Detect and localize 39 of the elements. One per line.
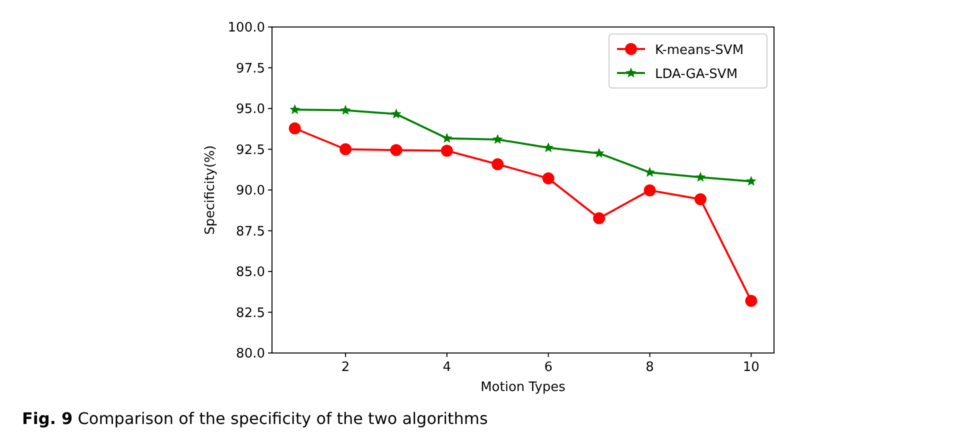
point xyxy=(442,132,452,143)
point xyxy=(593,212,606,224)
point xyxy=(440,144,453,157)
y-tick-label: 100.0 xyxy=(228,20,265,36)
point xyxy=(391,108,402,118)
y-tick-label: 82.5 xyxy=(236,306,265,321)
x-tick-label: 4 xyxy=(442,360,452,375)
point xyxy=(746,176,756,186)
x-tick-label: 6 xyxy=(544,360,552,375)
point xyxy=(695,172,706,182)
x-tick-label: 10 xyxy=(742,360,760,375)
point xyxy=(644,184,656,196)
point xyxy=(644,166,655,177)
y-tick-label: 87.5 xyxy=(236,224,265,240)
point xyxy=(594,148,604,158)
y-axis-title: Specificity(%) xyxy=(203,145,218,235)
y-tick-label: 90.0 xyxy=(236,184,265,198)
y-tick-label: 80.0 xyxy=(236,346,265,362)
point xyxy=(288,122,301,134)
point xyxy=(745,294,758,307)
legend-label: K-means-SVM xyxy=(655,43,744,58)
y-tick-label: 85.0 xyxy=(236,265,265,280)
point xyxy=(390,144,402,156)
x-tick-label: 8 xyxy=(646,360,654,375)
x-tick-label: 2 xyxy=(341,360,350,375)
point xyxy=(492,158,504,170)
point xyxy=(542,172,554,184)
point xyxy=(340,104,351,115)
y-tick-label: 92.5 xyxy=(236,142,265,158)
caption: Fig. 9 Comparison of the specificity of the two algorithms xyxy=(22,409,488,428)
point xyxy=(340,143,352,156)
point xyxy=(694,193,706,206)
y-tick-label: 97.5 xyxy=(236,61,265,76)
legend-label: LDA-GA-SVM xyxy=(655,67,738,82)
x-axis-title: Motion Types xyxy=(480,380,566,395)
y-tick-label: 95.0 xyxy=(236,102,265,117)
point xyxy=(543,142,554,152)
point xyxy=(492,134,503,144)
point xyxy=(290,104,300,114)
